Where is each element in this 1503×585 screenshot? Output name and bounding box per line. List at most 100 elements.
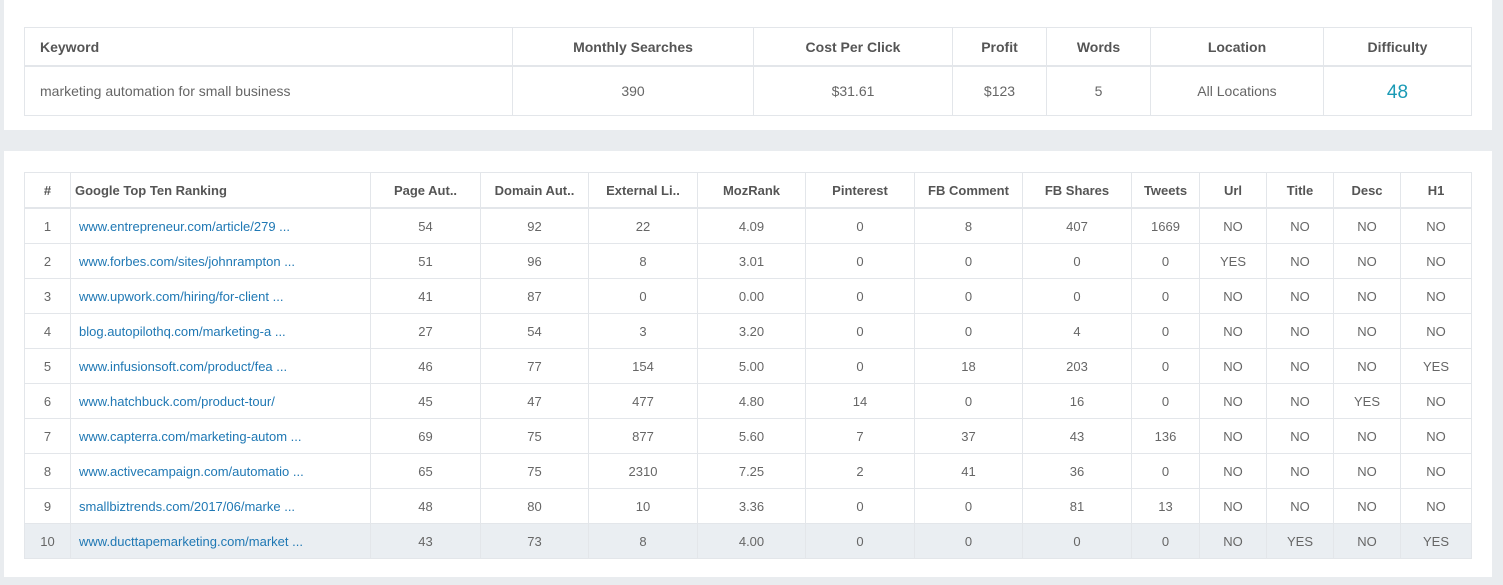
url-match-cell: NO [1199, 418, 1267, 454]
tweets-cell: 13 [1131, 488, 1200, 524]
profit-value: $123 [952, 65, 1047, 116]
page-authority-cell: 65 [370, 453, 481, 489]
fb-shares-cell: 0 [1022, 278, 1132, 314]
h1-match-cell: NO [1400, 243, 1472, 279]
url-link[interactable]: www.upwork.com/hiring/for-client ... [70, 278, 371, 314]
url-link[interactable]: www.activecampaign.com/automatio ... [70, 453, 371, 489]
header-words: Words [1046, 27, 1151, 67]
table-row: 8 www.activecampaign.com/automatio ... 65 7… [24, 453, 1472, 489]
fb-shares-cell: 0 [1022, 523, 1132, 559]
url-link[interactable]: www.infusionsoft.com/product/fea ... [70, 348, 371, 384]
tweets-cell: 0 [1131, 313, 1200, 349]
tweets-cell: 0 [1131, 278, 1200, 314]
url-link[interactable]: www.forbes.com/sites/johnrampton ... [70, 243, 371, 279]
url-link[interactable]: www.capterra.com/marketing-autom ... [70, 418, 371, 454]
external-links-cell: 477 [588, 383, 698, 419]
pinterest-cell: 0 [805, 348, 915, 384]
h1-match-cell: NO [1400, 488, 1472, 524]
url-match-cell: NO [1199, 383, 1267, 419]
header-profit: Profit [952, 27, 1047, 67]
pinterest-cell: 0 [805, 243, 915, 279]
fb-comment-cell: 0 [914, 313, 1023, 349]
header-h1: H1 [1400, 172, 1472, 209]
mozrank-cell: 4.00 [697, 523, 806, 559]
header-desc: Desc [1333, 172, 1401, 209]
keyword-table-header: Keyword Monthly Searches Cost Per Click … [24, 27, 1472, 67]
tweets-cell: 0 [1131, 523, 1200, 559]
rank-cell: 10 [24, 523, 71, 559]
pinterest-cell: 0 [805, 523, 915, 559]
external-links-cell: 0 [588, 278, 698, 314]
fb-comment-cell: 0 [914, 243, 1023, 279]
page-authority-cell: 45 [370, 383, 481, 419]
page-authority-cell: 41 [370, 278, 481, 314]
rank-cell: 4 [24, 313, 71, 349]
domain-authority-cell: 75 [480, 453, 589, 489]
tweets-cell: 0 [1131, 348, 1200, 384]
table-row: 7 www.capterra.com/marketing-autom ... 69 7… [24, 418, 1472, 454]
rank-cell: 2 [24, 243, 71, 279]
mozrank-cell: 7.25 [697, 453, 806, 489]
external-links-cell: 22 [588, 207, 698, 244]
domain-authority-cell: 87 [480, 278, 589, 314]
rank-cell: 6 [24, 383, 71, 419]
desc-match-cell: NO [1333, 348, 1401, 384]
url-link[interactable]: www.ducttapemarketing.com/market ... [70, 523, 371, 559]
desc-match-cell: NO [1333, 453, 1401, 489]
h1-match-cell: NO [1400, 278, 1472, 314]
table-row: 2 www.forbes.com/sites/johnrampton ... 51 9… [24, 243, 1472, 279]
domain-authority-cell: 73 [480, 523, 589, 559]
title-match-cell: NO [1266, 278, 1334, 314]
page-authority-cell: 46 [370, 348, 481, 384]
domain-authority-cell: 75 [480, 418, 589, 454]
desc-match-cell: NO [1333, 418, 1401, 454]
desc-match-cell: NO [1333, 313, 1401, 349]
desc-match-cell: NO [1333, 523, 1401, 559]
fb-comment-cell: 0 [914, 278, 1023, 314]
url-match-cell: NO [1199, 453, 1267, 489]
title-match-cell: NO [1266, 488, 1334, 524]
tweets-cell: 0 [1131, 243, 1200, 279]
domain-authority-cell: 77 [480, 348, 589, 384]
keyword-table: Keyword Monthly Searches Cost Per Click … [24, 27, 1472, 116]
table-row: 10 www.ducttapemarketing.com/market ... 43… [24, 523, 1472, 559]
keyword-value: marketing automation for small business [24, 65, 513, 116]
header-fb-shares: FB Shares [1022, 172, 1132, 209]
h1-match-cell: NO [1400, 418, 1472, 454]
header-fb-comment: FB Comment [914, 172, 1023, 209]
header-title: Title [1266, 172, 1334, 209]
url-link[interactable]: www.hatchbuck.com/product-tour/ [70, 383, 371, 419]
url-link[interactable]: smallbiztrends.com/2017/06/marke ... [70, 488, 371, 524]
keyword-summary-panel: Keyword Monthly Searches Cost Per Click … [4, 0, 1492, 130]
h1-match-cell: NO [1400, 453, 1472, 489]
fb-shares-cell: 4 [1022, 313, 1132, 349]
title-match-cell: NO [1266, 313, 1334, 349]
url-link[interactable]: www.entrepreneur.com/article/279 ... [70, 207, 371, 244]
tweets-cell: 0 [1131, 383, 1200, 419]
words-value: 5 [1046, 65, 1151, 116]
rank-cell: 5 [24, 348, 71, 384]
page-authority-cell: 51 [370, 243, 481, 279]
mozrank-cell: 0.00 [697, 278, 806, 314]
mozrank-cell: 3.20 [697, 313, 806, 349]
url-match-cell: NO [1199, 278, 1267, 314]
title-match-cell: NO [1266, 453, 1334, 489]
table-row: 4 blog.autopilothq.com/marketing-a ... 27 5… [24, 313, 1472, 349]
url-match-cell: NO [1199, 488, 1267, 524]
domain-authority-cell: 80 [480, 488, 589, 524]
mozrank-cell: 4.80 [697, 383, 806, 419]
rank-cell: 8 [24, 453, 71, 489]
table-row: 3 www.upwork.com/hiring/for-client ... 41 8… [24, 278, 1472, 314]
mozrank-cell: 3.36 [697, 488, 806, 524]
rank-cell: 1 [24, 207, 71, 244]
rank-cell: 7 [24, 418, 71, 454]
external-links-cell: 154 [588, 348, 698, 384]
header-domain-authority: Domain Aut.. [480, 172, 589, 209]
cost-per-click-value: $31.61 [753, 65, 953, 116]
header-tweets: Tweets [1131, 172, 1200, 209]
fb-comment-cell: 37 [914, 418, 1023, 454]
header-location: Location [1150, 27, 1324, 67]
header-rank: # [24, 172, 71, 209]
url-match-cell: YES [1199, 243, 1267, 279]
url-link[interactable]: blog.autopilothq.com/marketing-a ... [70, 313, 371, 349]
